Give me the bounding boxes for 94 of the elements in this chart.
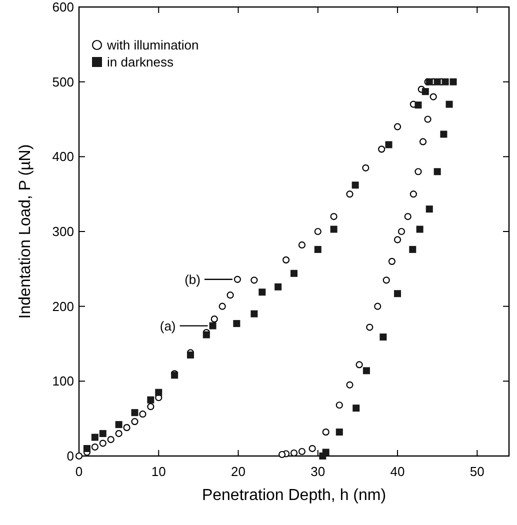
- point: [446, 100, 453, 108]
- point: [147, 403, 154, 410]
- annotation: (b): [184, 272, 200, 287]
- x-tick-label: 10: [151, 464, 166, 479]
- y-tick-label: 500: [52, 74, 74, 90]
- point: [83, 445, 90, 452]
- point: [388, 258, 396, 265]
- point: [404, 212, 412, 220]
- legend-label: in darkness: [107, 54, 174, 70]
- point: [233, 320, 240, 328]
- point: [346, 381, 354, 388]
- point: [322, 428, 330, 436]
- point: [398, 228, 406, 236]
- point: [282, 256, 290, 264]
- point: [434, 78, 441, 86]
- point: [202, 331, 210, 338]
- point: [319, 452, 326, 460]
- y-tick-label: 0: [66, 448, 74, 464]
- point: [314, 228, 322, 236]
- point: [278, 450, 286, 458]
- point: [226, 292, 234, 299]
- point: [442, 78, 449, 86]
- point: [424, 116, 432, 123]
- point: [234, 276, 242, 283]
- point: [250, 310, 258, 318]
- point: [336, 402, 343, 409]
- point: [416, 226, 424, 233]
- y-tick-label: 400: [52, 149, 74, 164]
- point: [394, 123, 402, 130]
- point: [430, 93, 437, 100]
- point: [362, 367, 370, 374]
- point: [410, 190, 417, 198]
- point: [426, 206, 433, 213]
- x-tick-label: 20: [231, 464, 246, 479]
- x-tick-label: 50: [470, 464, 484, 479]
- point: [298, 241, 306, 249]
- point: [314, 246, 322, 253]
- point: [419, 138, 427, 146]
- point: [330, 212, 338, 220]
- point: [440, 130, 448, 138]
- point: [434, 168, 441, 176]
- x-axis-title: Penetration Depth, h (nm): [202, 487, 386, 504]
- legend-label: with illumination: [106, 38, 199, 52]
- point: [366, 324, 374, 331]
- point: [155, 388, 162, 396]
- point: [250, 276, 258, 284]
- point: [308, 444, 316, 452]
- point: [352, 182, 359, 189]
- point: [356, 361, 363, 368]
- point: [450, 78, 457, 86]
- point: [382, 276, 390, 284]
- point: [210, 316, 218, 323]
- y-axis-title: Indentation Load, P (µN): [17, 144, 34, 319]
- point: [107, 436, 114, 444]
- point: [274, 283, 282, 290]
- point: [362, 164, 370, 172]
- point: [139, 410, 146, 418]
- point: [394, 290, 402, 298]
- point: [380, 334, 387, 341]
- point: [374, 302, 382, 310]
- y-tick-label: 100: [52, 374, 74, 389]
- point: [409, 246, 416, 253]
- point: [115, 421, 122, 428]
- y-tick-label: 200: [52, 298, 74, 314]
- point: [422, 88, 429, 96]
- point: [209, 322, 216, 330]
- y-tick-label: 600: [52, 0, 74, 14]
- x-tick-label: 40: [390, 464, 405, 479]
- point: [99, 430, 106, 438]
- point: [99, 440, 106, 447]
- point: [394, 236, 402, 244]
- point: [131, 418, 138, 426]
- x-tick-label: 30: [310, 464, 326, 479]
- point: [131, 409, 138, 416]
- point: [414, 168, 422, 176]
- point: [385, 141, 392, 148]
- point: [147, 396, 154, 404]
- point: [290, 270, 298, 277]
- point: [258, 288, 266, 296]
- point: [91, 434, 98, 441]
- point: [330, 226, 338, 233]
- point: [336, 428, 343, 436]
- point: [298, 448, 306, 456]
- annotation: (a): [160, 318, 176, 334]
- point: [75, 452, 83, 460]
- point: [346, 190, 354, 198]
- point: [378, 146, 386, 153]
- point: [123, 424, 130, 432]
- point: [91, 443, 98, 451]
- point: [414, 102, 422, 109]
- point: [218, 302, 226, 310]
- y-tick-label: 300: [52, 224, 74, 239]
- point: [115, 430, 122, 438]
- point: [352, 404, 360, 412]
